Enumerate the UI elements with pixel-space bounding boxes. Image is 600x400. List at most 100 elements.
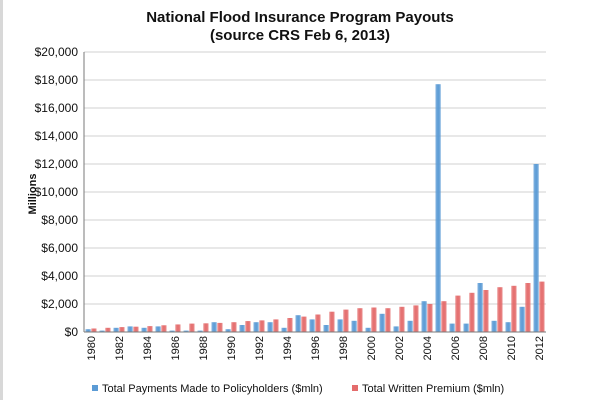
bar-premium bbox=[91, 328, 97, 332]
bar-premium bbox=[399, 306, 405, 332]
chart-title: National Flood Insurance Program Payouts… bbox=[146, 9, 454, 44]
x-tick-label: 1998 bbox=[338, 336, 350, 360]
y-axis-ticks: $0 $2,000 $4,000 $6,000 $8,000 $10,000 $12,000… bbox=[35, 45, 79, 339]
y-tick-label: $16,000 bbox=[35, 101, 79, 115]
bar-payments bbox=[295, 315, 301, 332]
bar-premium bbox=[273, 319, 279, 332]
bar-premium bbox=[315, 314, 321, 332]
x-tick-label: 1996 bbox=[310, 336, 322, 360]
x-tick-label: 1994 bbox=[282, 336, 294, 360]
bar-payments bbox=[169, 330, 175, 332]
chart-title-line-2: (source CRS Feb 6, 2013) bbox=[210, 27, 390, 44]
bar-payments bbox=[323, 325, 329, 332]
bar-premium bbox=[161, 325, 167, 332]
x-tick-label: 1988 bbox=[198, 336, 210, 360]
bar-payments bbox=[435, 84, 441, 332]
bar-premium bbox=[189, 323, 195, 332]
bar-premium bbox=[413, 305, 419, 332]
legend: Total Payments Made to Policyholders ($m… bbox=[92, 383, 504, 395]
bar-payments bbox=[449, 323, 455, 332]
y-tick-label: $6,000 bbox=[41, 241, 78, 255]
bar-premium bbox=[245, 321, 251, 332]
grid-lines bbox=[84, 51, 546, 333]
bar-premium bbox=[231, 322, 237, 332]
bar-payments bbox=[85, 329, 91, 332]
bar-payments bbox=[183, 330, 189, 332]
bar-payments bbox=[337, 319, 343, 332]
y-tick-label: $10,000 bbox=[35, 185, 79, 199]
bar-payments bbox=[365, 327, 371, 332]
x-tick-label: 2006 bbox=[450, 336, 462, 360]
bar-premium bbox=[287, 318, 293, 332]
bar-premium bbox=[371, 307, 377, 332]
x-tick-label: 2010 bbox=[506, 336, 518, 360]
y-axis-label: Millions bbox=[27, 174, 39, 215]
bar-payments bbox=[253, 322, 259, 332]
bar-premium bbox=[175, 324, 181, 332]
x-tick-label: 1992 bbox=[254, 336, 266, 360]
bar-payments bbox=[407, 320, 413, 332]
bar-premium bbox=[525, 283, 531, 332]
y-tick-label: $20,000 bbox=[35, 45, 79, 59]
bar-premium bbox=[343, 309, 349, 332]
y-tick-label: $8,000 bbox=[41, 213, 78, 227]
bar-payments bbox=[463, 323, 469, 332]
legend-swatch-payments bbox=[92, 385, 98, 391]
bar-premium bbox=[539, 281, 545, 332]
legend-swatch-premium bbox=[352, 385, 358, 391]
y-tick-label: $0 bbox=[65, 325, 79, 339]
bar-premium bbox=[119, 327, 125, 332]
bar-premium bbox=[455, 295, 461, 332]
bar-payments bbox=[393, 326, 399, 332]
x-tick-label: 1984 bbox=[142, 336, 154, 360]
x-tick-label: 2002 bbox=[394, 336, 406, 360]
bar-premium bbox=[385, 308, 391, 332]
bar-premium bbox=[469, 292, 475, 332]
bar-payments bbox=[239, 325, 245, 332]
bar-premium bbox=[259, 320, 265, 332]
bar-premium bbox=[133, 326, 139, 332]
bar-payments bbox=[113, 327, 119, 332]
bar-premium bbox=[483, 290, 489, 332]
bar-premium bbox=[357, 308, 363, 332]
bar-premium bbox=[203, 323, 209, 332]
bar-payments bbox=[533, 164, 539, 332]
bar-payments bbox=[491, 320, 497, 332]
bar-premium bbox=[511, 285, 517, 332]
bar-payments bbox=[505, 322, 511, 332]
bar-payments bbox=[421, 301, 427, 332]
bar-premium bbox=[105, 327, 111, 332]
bar-payments bbox=[225, 329, 231, 332]
bar-premium bbox=[497, 287, 503, 332]
y-tick-label: $18,000 bbox=[35, 73, 79, 87]
x-tick-label: 2000 bbox=[366, 336, 378, 360]
legend-label-premium: Total Written Premium ($mln) bbox=[362, 383, 504, 395]
bar-premium bbox=[301, 316, 307, 332]
bar-payments bbox=[197, 330, 203, 332]
x-tick-label: 2008 bbox=[478, 336, 490, 360]
x-tick-label: 1990 bbox=[226, 336, 238, 360]
bar-payments bbox=[519, 306, 525, 332]
x-axis-ticks: 1980 1982 1984 1986 1988 1990 1992 1994 1996 1998… bbox=[86, 336, 546, 360]
bars bbox=[85, 84, 545, 332]
bar-payments bbox=[141, 327, 147, 332]
y-tick-label: $14,000 bbox=[35, 129, 79, 143]
y-tick-label: $4,000 bbox=[41, 269, 78, 283]
x-tick-label: 2004 bbox=[422, 336, 434, 360]
bar-payments bbox=[477, 283, 483, 332]
bar-premium bbox=[427, 304, 433, 332]
legend-label-payments: Total Payments Made to Policyholders ($m… bbox=[102, 383, 323, 395]
x-tick-label: 2012 bbox=[534, 336, 546, 360]
bar-payments bbox=[267, 322, 273, 332]
bar-payments bbox=[211, 322, 217, 332]
bar-payments bbox=[127, 326, 133, 332]
x-tick-label: 1986 bbox=[170, 336, 182, 360]
bar-premium bbox=[217, 322, 223, 332]
bar-premium bbox=[329, 311, 335, 332]
bar-payments bbox=[155, 326, 161, 332]
y-tick-label: $2,000 bbox=[41, 297, 78, 311]
x-tick-label: 1982 bbox=[114, 336, 126, 360]
bar-payments bbox=[379, 313, 385, 332]
bar-payments bbox=[99, 330, 105, 332]
